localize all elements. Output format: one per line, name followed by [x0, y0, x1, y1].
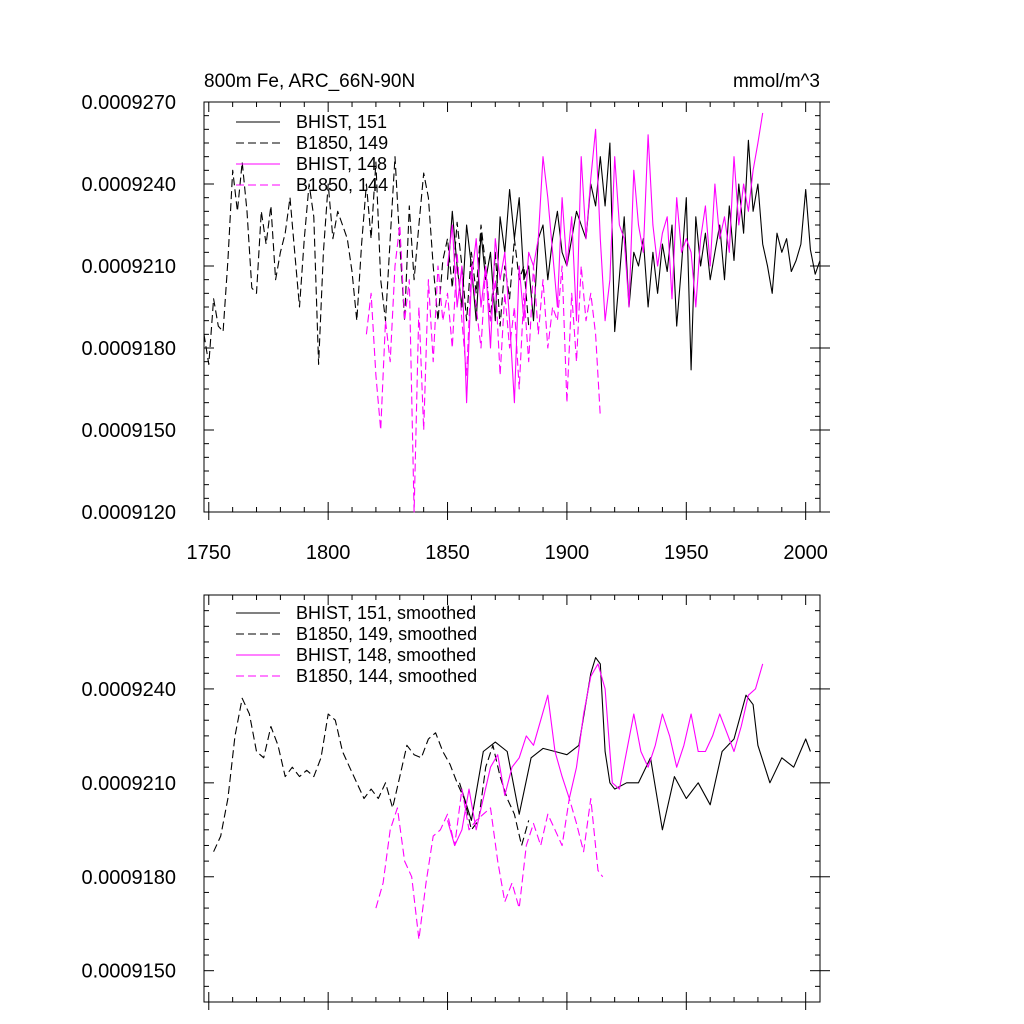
y-tick-label: 0.0009120: [81, 502, 176, 524]
x-tick-label: 1750: [187, 542, 232, 564]
y-tick-label: 0.0009150: [81, 420, 176, 442]
series-line-bhist-151-smoothed: [458, 657, 811, 831]
legend-label: BHIST, 148: [296, 154, 387, 174]
legend-label: B1850, 149: [296, 133, 388, 153]
legend-label: B1850, 149, smoothed: [296, 624, 477, 644]
series-line-bhist-151: [446, 139, 821, 371]
legend-label: B1850, 144: [296, 175, 388, 195]
series-line-b1850-149-smoothed: [213, 697, 530, 852]
top-panel: 800m Fe, ARC_66N-90N mmol/m^3 1750 1800 18…: [81, 71, 830, 564]
x-tick-label: 2000: [783, 542, 828, 564]
legend-label: B1850, 144, smoothed: [296, 666, 477, 686]
x-tick-label: 1800: [306, 542, 351, 564]
series-line-b1850-144: [365, 224, 601, 513]
series-line-bhist-148: [446, 112, 764, 404]
y-tick-label: 0.0009180: [81, 867, 176, 889]
units-label: mmol/m^3: [733, 71, 820, 92]
y-tick-label: 0.0009240: [81, 174, 176, 196]
y-tick-label: 0.0009270: [81, 92, 176, 114]
x-tick-label: 1850: [425, 542, 470, 564]
legend-label: BHIST, 151, smoothed: [296, 603, 476, 623]
chart-title: 800m Fe, ARC_66N-90N: [204, 71, 415, 92]
legend-label: BHIST, 148, smoothed: [296, 645, 476, 665]
x-tick-label: 1900: [545, 542, 590, 564]
bottom-panel: 0.0009150 0.0009180 0.0009210 0.0009240 BHIS…: [81, 594, 830, 1010]
legend-label: BHIST, 151: [296, 112, 387, 132]
series-line-bhist-148-smoothed: [446, 663, 764, 847]
y-tick-label: 0.0009210: [81, 256, 176, 278]
x-tick-label: 1950: [664, 542, 709, 564]
series-line-b1850-144-smoothed: [375, 788, 604, 940]
y-tick-label: 0.0009180: [81, 338, 176, 360]
y-tick-label: 0.0009240: [81, 679, 176, 701]
series-line-b1850-149: [203, 156, 530, 365]
y-tick-label: 0.0009210: [81, 773, 176, 795]
y-tick-label: 0.0009150: [81, 961, 176, 983]
